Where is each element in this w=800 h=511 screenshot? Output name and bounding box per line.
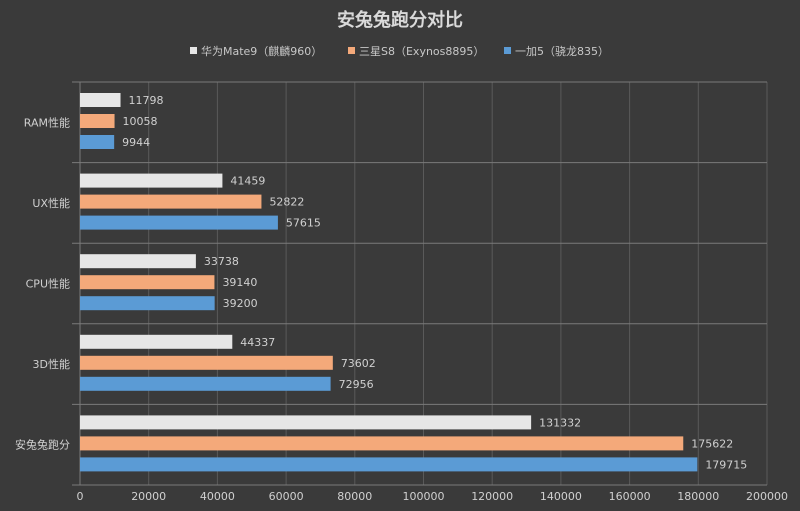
bar — [80, 254, 196, 269]
bar-value-label: 39140 — [222, 276, 257, 289]
bar-value-label: 52822 — [269, 196, 304, 209]
bar-value-label: 39200 — [223, 297, 258, 310]
chart-title: 安兔兔跑分对比 — [337, 9, 463, 31]
bar-value-label: 9944 — [122, 136, 150, 149]
category-label: 安兔兔跑分 — [15, 438, 70, 452]
legend-swatch-s8 — [348, 47, 355, 54]
bar-value-label: 11798 — [129, 94, 164, 107]
bar — [80, 93, 121, 107]
bar-value-label: 57615 — [286, 217, 321, 230]
x-tick-label: 0 — [77, 490, 84, 503]
x-tick-label: 180000 — [677, 490, 719, 503]
legend-label-oneplus5: 一加5（骁龙835） — [515, 44, 609, 58]
bar-value-label: 44337 — [240, 336, 275, 349]
legend-label-s8: 三星S8（Exynos8895） — [359, 45, 484, 58]
legend: 华为Mate9（麒麟960） 三星S8（Exynos8895） 一加5（骁龙83… — [190, 44, 609, 58]
x-tick-label: 60000 — [269, 490, 304, 503]
legend-swatch-oneplus5 — [504, 47, 511, 54]
x-tick-label: 200000 — [746, 490, 788, 503]
legend-label-mate9: 华为Mate9（麒麟960） — [201, 44, 322, 58]
bar — [80, 415, 532, 430]
x-tick-label: 80000 — [337, 490, 372, 503]
bar — [80, 334, 233, 349]
bar-value-label: 73602 — [341, 357, 376, 370]
bar — [80, 355, 333, 370]
x-tick-label: 160000 — [609, 490, 651, 503]
plot-area: 0 20000 40000 60000 80000 100000 120000 140000 1… — [15, 81, 788, 503]
bar — [80, 376, 331, 391]
category-label: CPU性能 — [26, 277, 70, 291]
bar — [80, 275, 215, 290]
bar-value-label: 10058 — [123, 115, 158, 128]
bar-value-label: 72956 — [339, 378, 374, 391]
bar — [80, 114, 115, 128]
legend-swatch-mate9 — [190, 47, 197, 54]
bar-value-label: 179715 — [705, 458, 747, 471]
bar — [80, 173, 223, 188]
x-tick-label: 40000 — [200, 490, 235, 503]
x-tick-label: 140000 — [540, 490, 582, 503]
bar-value-label: 175622 — [691, 437, 733, 450]
bar — [80, 215, 278, 230]
x-tick-label: 100000 — [403, 490, 445, 503]
bar-value-label: 131332 — [539, 416, 581, 429]
bar — [80, 194, 262, 209]
bar-value-label: 33738 — [204, 255, 239, 268]
x-tick-label: 120000 — [471, 490, 513, 503]
bar — [80, 457, 698, 472]
bar-value-label: 41459 — [230, 175, 265, 188]
category-label: RAM性能 — [24, 115, 70, 129]
category-label: UX性能 — [32, 196, 70, 210]
bar — [80, 296, 215, 311]
bar — [80, 135, 115, 149]
bar — [80, 436, 684, 451]
x-tick-label: 20000 — [131, 490, 166, 503]
category-label: 3D性能 — [33, 357, 70, 371]
